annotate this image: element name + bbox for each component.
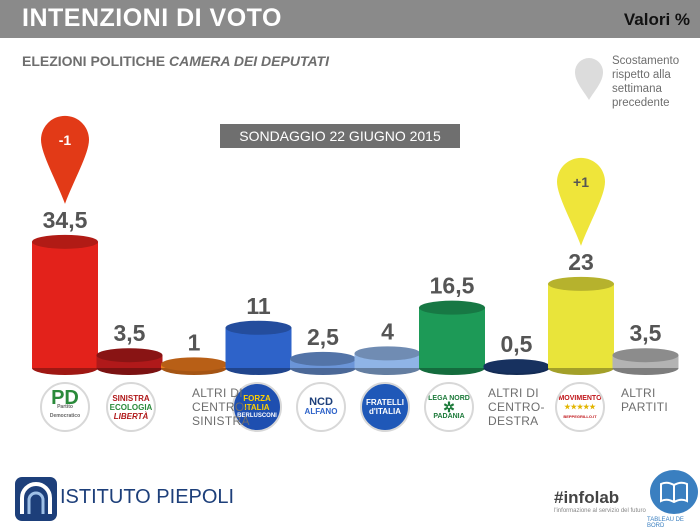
bar-top-0 (32, 234, 98, 249)
infolab-logo-text: #infolab (554, 488, 620, 507)
bar-6 (419, 307, 485, 368)
header-bar: INTENZIONI DI VOTO Valori % (0, 0, 700, 38)
value-label-8: 23 (568, 249, 594, 275)
bar-top-2 (161, 357, 227, 372)
altri-partiti-line2: PARTITI (621, 400, 668, 414)
value-label-9: 3,5 (630, 320, 662, 346)
sel-logo-line2: ECOLOGIA (109, 402, 153, 412)
m5s-logo: MOVIMENTO ★★★★★ BEPPEGRILLO.IT (555, 382, 605, 432)
value-label-6: 16,5 (430, 273, 475, 299)
m5s-logo-line1: MOVIMENTO (558, 394, 602, 402)
altri-centrodestra-label: ALTRI DI CENTRO- DESTRA (488, 386, 545, 428)
altri-partiti-label: ALTRI PARTITI (621, 386, 668, 414)
bar-top-3 (225, 320, 292, 335)
sel-logo-line3: LIBERTÀ (113, 411, 149, 421)
ncd-logo: NCD ALFANO (296, 382, 346, 432)
bar-top-9 (612, 348, 679, 363)
value-label-3: 11 (246, 293, 271, 319)
pd-logo-sub: Partito Democratico (49, 403, 81, 419)
value-label-4: 2,5 (307, 324, 339, 350)
bar-8 (548, 283, 614, 368)
subtitle-italic: CAMERA DEI DEPUTATI (169, 53, 329, 69)
sel-logo-line1: SINISTRA (112, 393, 150, 403)
lega-logo-line2: PADANIA (433, 412, 465, 420)
footer-brand-name: ISTITUTO PIEPOLI (60, 486, 235, 508)
fi-logo-line3: BERLUSCONI (237, 412, 277, 419)
fdi-logo: FRATELLI d'ITALIA (360, 382, 410, 432)
subtitle: ELEZIONI POLITICHE CAMERA DEI DEPUTATI (22, 53, 329, 69)
value-label-5: 4 (381, 318, 394, 344)
infolab-subtext: l'informazione al servizio del futuro (554, 508, 646, 514)
m5s-logo-line3: BEPPEGRILLO.IT (563, 413, 597, 419)
sel-logo: SINISTRA ECOLOGIA LIBERTÀ (106, 382, 156, 432)
fdi-logo-line1: FRATELLI (365, 398, 405, 407)
lega-logo-emblem: ✲ (443, 398, 455, 415)
book-icon (660, 481, 688, 503)
altri-cs-line3: SINISTRA (192, 414, 250, 428)
change-pin-8 (557, 157, 605, 246)
altri-cd-line1: ALTRI DI (488, 386, 539, 400)
bar-top-7 (483, 359, 550, 374)
altri-partiti-line1: ALTRI (621, 386, 656, 400)
piepoli-logo-icon (15, 477, 57, 521)
ncd-logo-line2: ALFANO (304, 407, 338, 416)
bar-top-5 (354, 346, 421, 361)
legend-text: Scostamento rispetto alla settimana prec… (612, 55, 680, 109)
tableau-de-bord-text: TABLEAU DE BORD (647, 517, 684, 529)
pd-logo: PD Partito Democratico (40, 382, 90, 432)
fi-logo-line2: ITALIA (244, 402, 270, 412)
fi-logo: FORZA ITALIA BERLUSCONI (232, 382, 282, 432)
page-title: INTENZIONI DI VOTO (22, 4, 282, 32)
ncd-logo-line1: NCD (309, 396, 333, 408)
pd-logo-mark: PD (51, 386, 79, 409)
lega-logo: LEGA NORD ✲ PADANIA (424, 382, 474, 432)
value-label-0: 34,5 (43, 207, 88, 233)
unit-label: Valori % (623, 10, 690, 29)
fi-logo-line1: FORZA (243, 393, 271, 403)
change-pin-0 (41, 115, 89, 204)
value-label-7: 0,5 (501, 331, 533, 357)
bar-top-6 (419, 300, 485, 315)
altri-cs-line2: CENTRO- (192, 400, 249, 414)
fdi-logo-line2: d'ITALIA (369, 407, 401, 416)
tableau-de-bord-logo (650, 470, 698, 514)
survey-date-box: SONDAGGIO 22 GIUGNO 2015 (220, 124, 460, 148)
bar-top-4 (290, 351, 356, 366)
subtitle-main: ELEZIONI POLITICHE (22, 53, 166, 69)
bar-top-1 (96, 348, 163, 363)
altri-cd-line2: CENTRO- (488, 400, 545, 414)
value-label-2: 1 (188, 329, 201, 355)
change-label-0: -1 (59, 132, 72, 148)
altri-cd-line3: DESTRA (488, 414, 539, 428)
m5s-logo-stars: ★★★★★ (564, 403, 596, 411)
value-label-1: 3,5 (114, 320, 146, 346)
bar-0 (32, 241, 98, 368)
change-label-8: +1 (573, 174, 589, 190)
altri-cs-line1: ALTRI DI (192, 386, 243, 400)
lega-logo-line1: LEGA NORD (428, 394, 470, 402)
altri-centrosinistra-label: ALTRI DI CENTRO- SINISTRA (192, 386, 250, 428)
legend-pin-icon (575, 58, 603, 100)
bar-top-8 (548, 276, 614, 291)
